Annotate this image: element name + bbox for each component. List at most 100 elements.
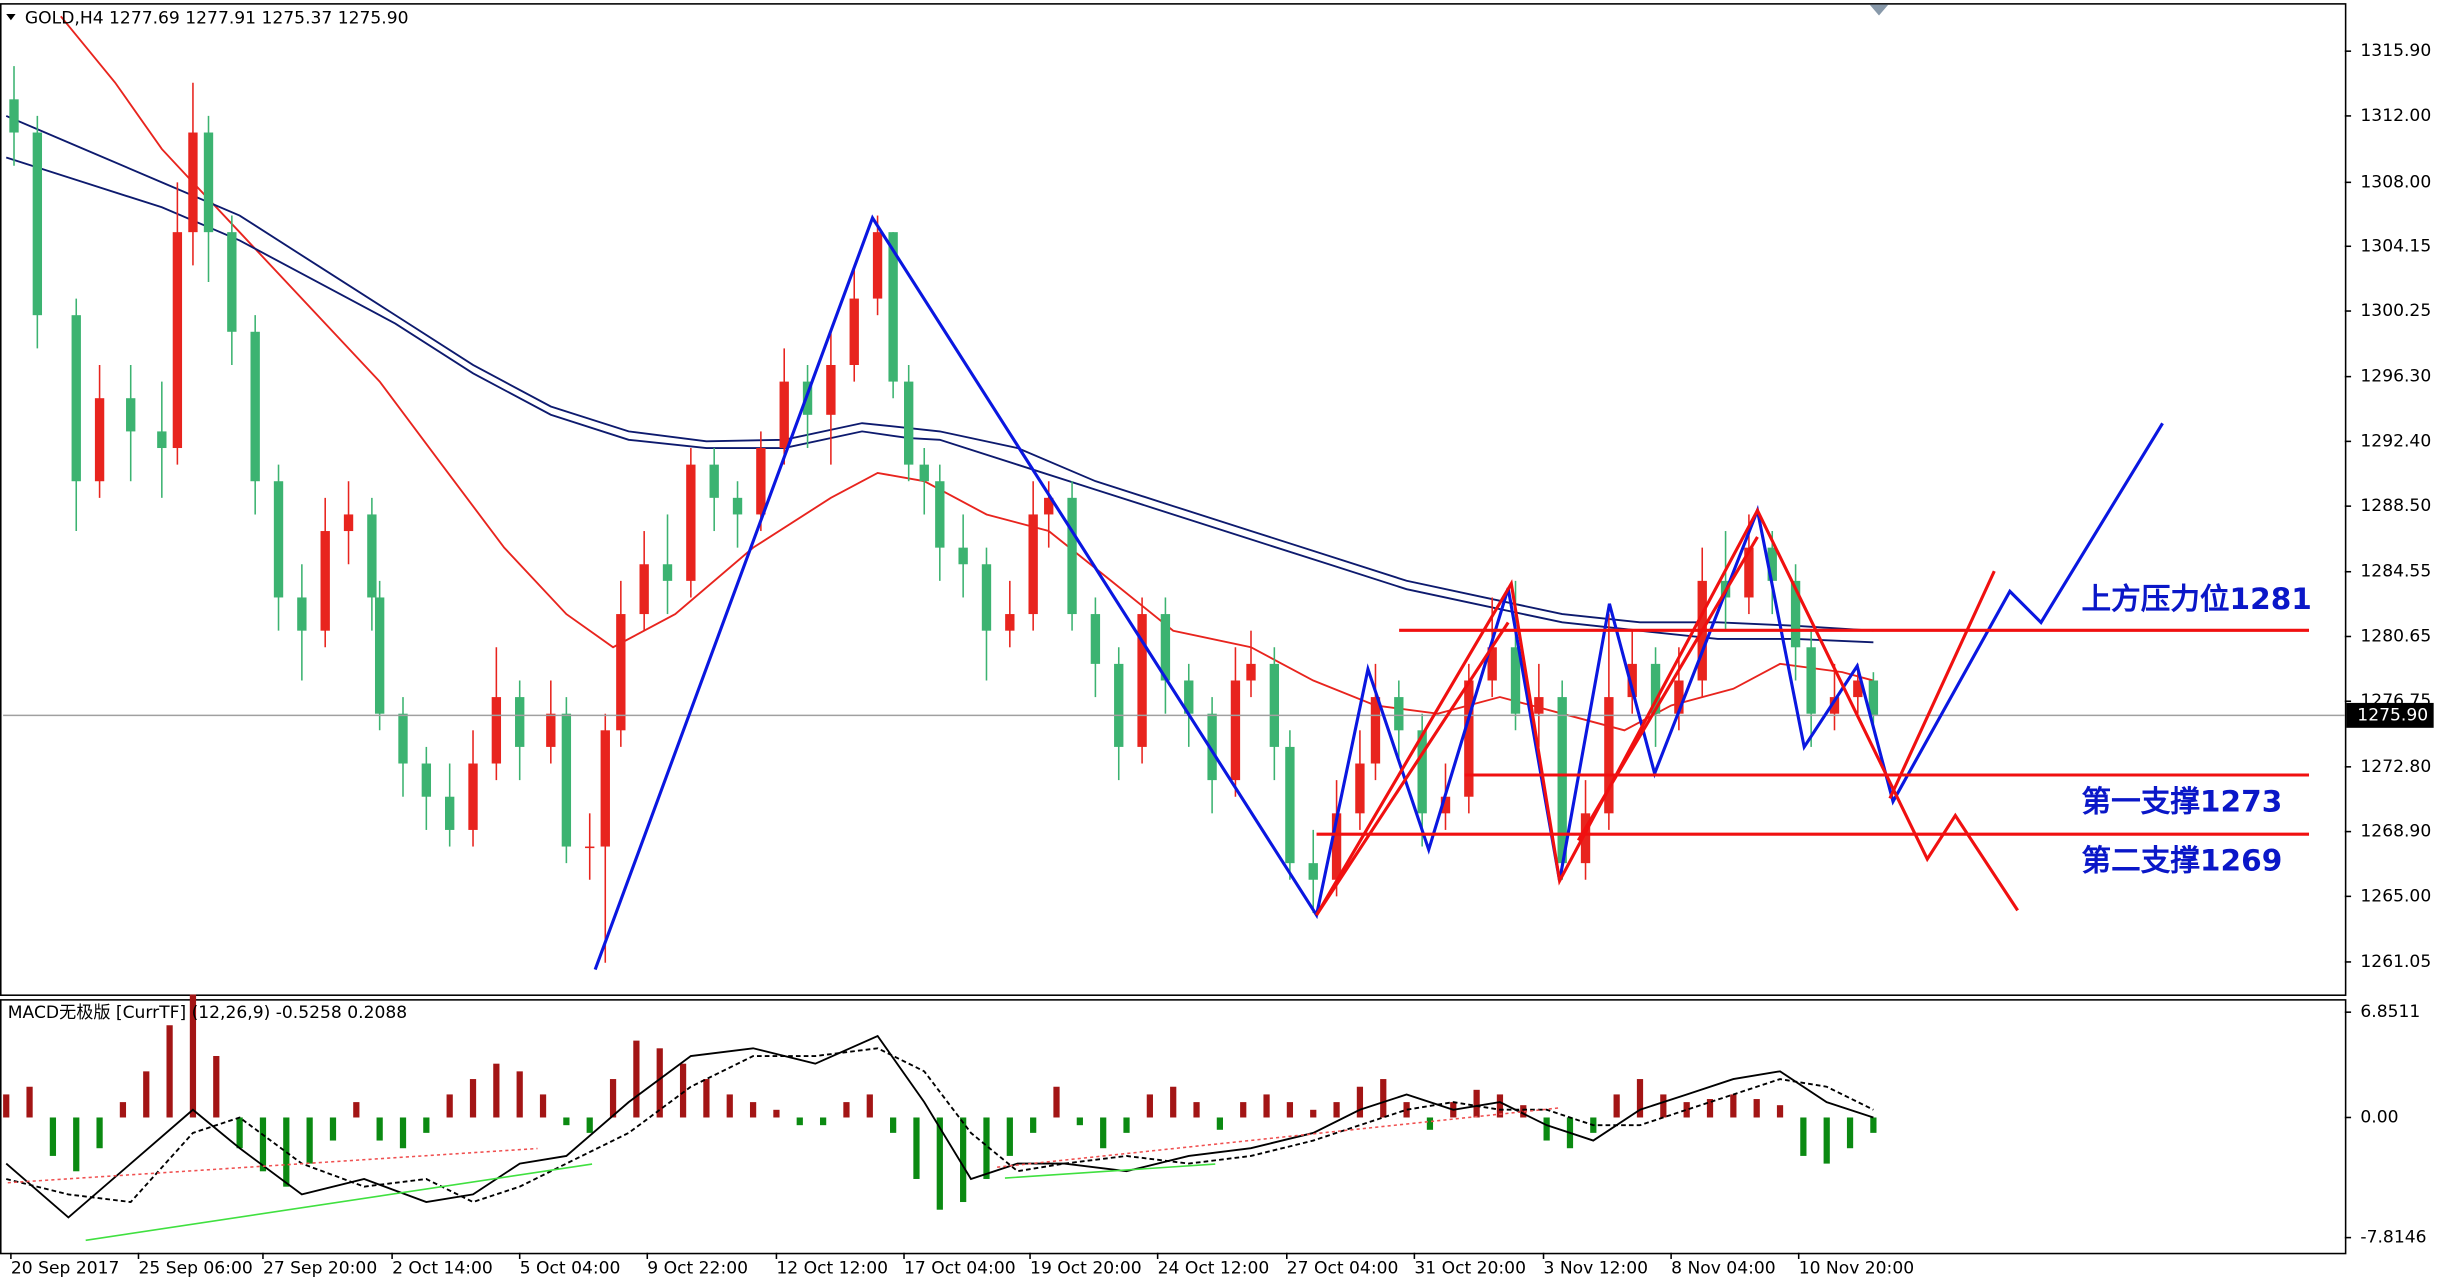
- macd-bar: [1310, 1109, 1317, 1118]
- macd-header: MACD无极版 [CurrTF] (12,26,9) -0.5258 0.208…: [8, 1003, 407, 1023]
- candle-body: [779, 381, 789, 449]
- candle-body: [888, 232, 898, 382]
- candle-body: [1308, 863, 1318, 880]
- annotation: 第一支撑1273: [2082, 785, 2283, 819]
- candle-body: [398, 713, 408, 764]
- macd-bar: [73, 1117, 80, 1172]
- x-tick-label: 5 Oct 04:00: [520, 1258, 621, 1278]
- x-tick-label: 24 Oct 12:00: [1158, 1258, 1270, 1278]
- macd-bar: [1286, 1102, 1294, 1118]
- candle-body: [273, 481, 284, 598]
- macd-bar: [283, 1117, 290, 1187]
- macd-bar: [446, 1094, 453, 1118]
- candle-body: [374, 597, 385, 714]
- macd-bar: [1543, 1117, 1550, 1141]
- candle-body: [1067, 497, 1077, 615]
- macd-bar: [353, 1102, 360, 1118]
- macd-bar: [189, 994, 197, 1118]
- macd-bar: [1753, 1099, 1760, 1118]
- candle-body: [1440, 796, 1451, 814]
- last-price-box: [2346, 702, 2434, 728]
- candle-body: [1269, 663, 1280, 747]
- y-tick-label: 1288.50: [2360, 496, 2431, 516]
- y-tick-label: 1280.65: [2360, 626, 2431, 646]
- plot-layer: 1315.90 1312.00 1308.00 1304.15 1300.25 1296.…: [3, 15, 2434, 1278]
- divergence-line: [85, 1163, 593, 1242]
- macd-bar: [1333, 1102, 1340, 1118]
- candle-body: [561, 713, 572, 847]
- macd-bar: [1683, 1102, 1690, 1118]
- candle-body: [919, 464, 929, 482]
- macd-bar: [1006, 1117, 1013, 1156]
- candle-body: [935, 481, 945, 548]
- y-tick-label: 1268.90: [2360, 822, 2431, 842]
- macd-bar: [563, 1117, 570, 1126]
- x-tick-label: 12 Oct 12:00: [776, 1258, 888, 1278]
- macd-bar: [1426, 1117, 1434, 1130]
- macd-bar: [843, 1102, 850, 1118]
- divergence-line: [7, 1147, 538, 1184]
- macd-bar: [960, 1117, 967, 1203]
- candle-body: [157, 431, 167, 449]
- candle-body: [227, 232, 237, 332]
- macd-bar: [1240, 1102, 1247, 1118]
- macd-bar: [1030, 1117, 1037, 1133]
- candle-body: [1246, 663, 1256, 681]
- macd-bar: [306, 1117, 313, 1164]
- candle-body: [297, 597, 307, 631]
- macd-panel: [0, 999, 2347, 1255]
- macd-bar: [1660, 1094, 1667, 1118]
- menu-arrow[interactable]: [6, 14, 16, 21]
- candle-body: [1806, 647, 1816, 714]
- candle-body: [546, 713, 556, 747]
- y-tick-label: 1304.15: [2360, 236, 2431, 256]
- candle-body: [872, 232, 883, 299]
- macd-bar: [96, 1117, 103, 1149]
- candle-body: [1394, 697, 1404, 731]
- candle-body: [756, 448, 766, 515]
- candle-body: [1557, 697, 1567, 864]
- chart-header: GOLD,H4 1277.69 1277.91 1275.37 1275.90: [25, 9, 409, 29]
- y-tick-label: 1312.00: [2360, 106, 2431, 126]
- macd-bar: [1496, 1094, 1504, 1118]
- macd-bar: [1216, 1117, 1223, 1130]
- macd-bar: [1800, 1117, 1807, 1156]
- candle-body: [1580, 813, 1591, 864]
- macd-bar: [329, 1117, 337, 1141]
- macd-bar: [703, 1079, 710, 1118]
- candle-body: [639, 564, 649, 615]
- shift-marker[interactable]: [1869, 4, 1889, 16]
- x-tick-label: 17 Oct 04:00: [904, 1258, 1016, 1278]
- candle-body: [1510, 647, 1521, 714]
- macd-bar: [1473, 1089, 1480, 1118]
- candle-body: [188, 132, 198, 233]
- macd-bar: [259, 1117, 267, 1172]
- main-panel: [0, 3, 2347, 996]
- macd-bar: [493, 1063, 500, 1118]
- red-trend: [1315, 507, 2019, 916]
- red-channel: [1315, 621, 1510, 916]
- last-price-label: 1275.90: [2357, 705, 2428, 725]
- x-tick-label: 2 Oct 14:00: [392, 1258, 493, 1278]
- x-tick-label: 25 Sep 06:00: [138, 1258, 252, 1278]
- x-tick-label: 31 Oct 20:00: [1414, 1258, 1526, 1278]
- macd-bar: [376, 1117, 383, 1141]
- macd-bar: [796, 1117, 803, 1126]
- candle-body: [1114, 663, 1124, 747]
- annotation: 第二支撑1269: [2082, 844, 2283, 878]
- candle-body: [1868, 680, 1879, 716]
- y-tick-label: 1284.55: [2360, 562, 2431, 582]
- y-tick-label: -7.8146: [2360, 1228, 2426, 1248]
- macd-bar: [913, 1117, 920, 1179]
- candle-body: [421, 763, 432, 797]
- drawings: [7, 214, 2310, 1242]
- candle-body: [1285, 746, 1295, 864]
- indicator-line: [6, 1047, 1874, 1204]
- indicator-line: [60, 15, 1874, 732]
- macd-bar: [633, 1040, 640, 1118]
- macd-bar: [3, 1094, 10, 1118]
- indicator-line: [5, 1034, 1874, 1219]
- candle-body: [468, 763, 478, 830]
- candle-body: [1627, 663, 1637, 698]
